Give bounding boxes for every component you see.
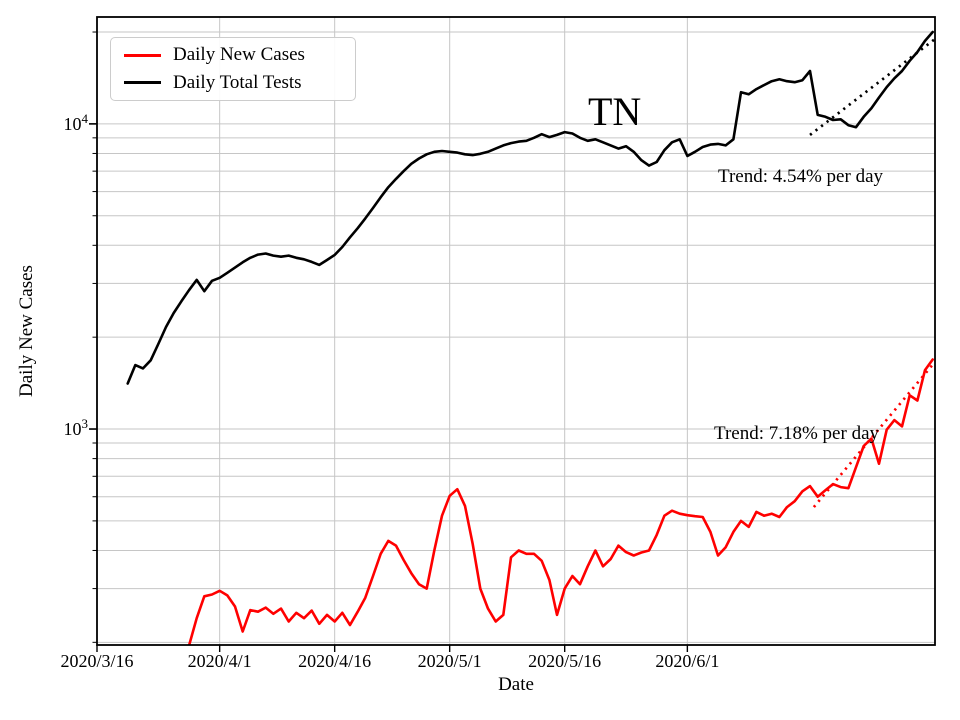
legend-label: Daily Total Tests: [173, 71, 302, 93]
y-tick-base: 10: [63, 418, 82, 439]
tests-trend-annotation: Trend: 4.54% per day: [718, 166, 883, 187]
cases-trend-annotation: Trend: 7.18% per day: [714, 423, 879, 444]
y-tick-exponent: 3: [81, 415, 89, 431]
y-tick-exponent: 4: [81, 110, 89, 126]
x-tick-label: 2020/4/1: [187, 651, 252, 671]
legend-label: Daily New Cases: [173, 43, 305, 65]
legend: Daily New Cases Daily Total Tests: [110, 37, 356, 101]
x-tick-label: 2020/5/16: [528, 651, 602, 671]
y-tick-base: 10: [63, 113, 82, 134]
legend-item-daily-total-tests: Daily Total Tests: [111, 71, 355, 94]
x-tick-label: 2020/4/16: [298, 651, 372, 671]
daily-new-cases-line-swatch: [124, 53, 161, 57]
daily-total-tests-line: [126, 30, 935, 385]
x-tick-label: 2020/3/16: [60, 651, 134, 671]
y-tick-label-10e4: 104: [40, 110, 89, 135]
y-tick-label-10e3: 103: [40, 415, 89, 440]
daily-new-cases-line: [187, 358, 935, 645]
x-tick-label: 2020/5/1: [417, 651, 482, 671]
state-annotation: TN: [588, 89, 642, 134]
plot-border: [96, 16, 936, 646]
y-axis-title: Daily New Cases: [16, 265, 37, 397]
daily-total-tests-line-swatch: [124, 81, 161, 85]
x-tick-label: 2020/6/1: [655, 651, 720, 671]
legend-item-daily-new-cases: Daily New Cases: [111, 43, 355, 66]
x-axis-title: Date: [498, 674, 534, 695]
